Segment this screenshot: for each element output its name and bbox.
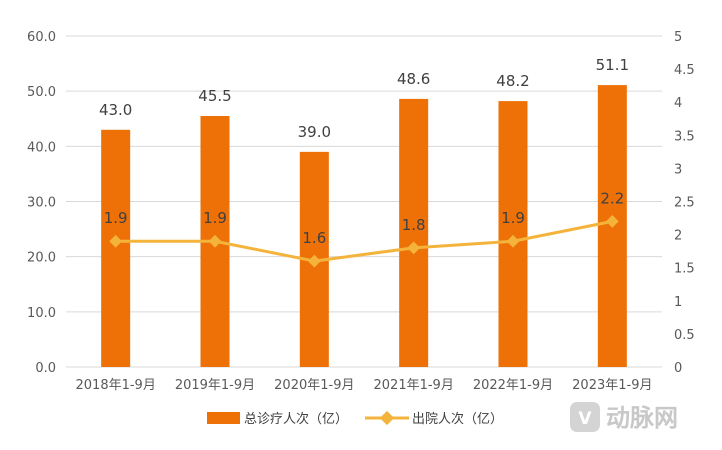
y-left-tick-label: 0.0 bbox=[35, 361, 56, 376]
legend-bar-swatch bbox=[207, 412, 240, 424]
y-right-tick-label: 3 bbox=[674, 162, 682, 177]
x-tick-label: 2023年1-9月 bbox=[572, 378, 652, 393]
line-data-label: 1.6 bbox=[302, 229, 326, 247]
legend-line-label: 出院人次（亿） bbox=[412, 411, 503, 427]
y-right-tick-label: 2 bbox=[674, 229, 682, 244]
line-marker bbox=[407, 241, 421, 255]
x-tick-label: 2022年1-9月 bbox=[473, 378, 553, 393]
x-tick-label: 2018年1-9月 bbox=[76, 378, 156, 393]
y-left-tick-label: 50.0 bbox=[27, 85, 56, 100]
bar-data-label: 45.5 bbox=[198, 87, 231, 105]
y-right-tick-label: 3.5 bbox=[674, 129, 695, 144]
y-left-tick-label: 40.0 bbox=[27, 140, 56, 155]
right-y-axis: 0 0.5 1 1.5 2 2.5 3 3.5 4 4.5 5 bbox=[674, 30, 695, 376]
line-data-label: 2.2 bbox=[600, 189, 624, 207]
line-data-label: 1.9 bbox=[104, 209, 128, 227]
bar-series: 43.0 45.5 39.0 48.6 48.2 51.1 bbox=[99, 56, 629, 368]
legend-line-marker bbox=[379, 410, 395, 426]
line-data-label: 1.8 bbox=[402, 216, 426, 234]
y-right-tick-label: 4.5 bbox=[674, 63, 695, 78]
bar-data-label: 51.1 bbox=[596, 56, 629, 74]
line-marker bbox=[109, 234, 123, 248]
line-data-label: 1.9 bbox=[203, 209, 227, 227]
line-marker bbox=[307, 254, 321, 268]
x-tick-label: 2021年1-9月 bbox=[374, 378, 454, 393]
legend: 总诊疗人次（亿） 出院人次（亿） bbox=[207, 410, 503, 427]
y-left-tick-label: 10.0 bbox=[27, 306, 56, 321]
y-left-tick-label: 30.0 bbox=[27, 196, 56, 211]
y-left-tick-label: 60.0 bbox=[27, 30, 56, 45]
y-right-tick-label: 1 bbox=[674, 295, 682, 310]
y-right-tick-label: 0.5 bbox=[674, 328, 695, 343]
line-data-label: 1.9 bbox=[501, 209, 525, 227]
watermark-logo-icon bbox=[570, 402, 600, 432]
left-y-axis: 0.0 10.0 20.0 30.0 40.0 50.0 60.0 bbox=[27, 30, 56, 376]
bar bbox=[498, 101, 528, 367]
bar-data-label: 43.0 bbox=[99, 101, 132, 119]
y-right-tick-label: 0 bbox=[674, 361, 682, 376]
bar bbox=[101, 129, 131, 367]
series-line bbox=[115, 219, 613, 263]
bar-data-label: 48.6 bbox=[397, 70, 430, 88]
y-right-tick-label: 2.5 bbox=[674, 196, 695, 211]
bar-data-label: 39.0 bbox=[298, 123, 331, 141]
y-left-tick-label: 20.0 bbox=[27, 251, 56, 266]
bar-data-label: 48.2 bbox=[496, 72, 529, 90]
line-marker bbox=[208, 234, 222, 248]
x-tick-label: 2019年1-9月 bbox=[175, 378, 255, 393]
watermark: V 动脉网 bbox=[570, 402, 678, 432]
watermark-logo-glyph: V bbox=[578, 409, 592, 429]
bar bbox=[399, 98, 429, 367]
y-right-tick-label: 5 bbox=[674, 30, 682, 45]
x-tick-label: 2020年1-9月 bbox=[274, 378, 354, 393]
watermark-logo-text: 动脉网 bbox=[606, 404, 678, 432]
legend-bar-label: 总诊疗人次（亿） bbox=[244, 411, 348, 427]
y-right-tick-label: 4 bbox=[674, 96, 682, 111]
gridlines bbox=[66, 35, 662, 368]
x-axis: 2018年1-9月 2019年1-9月 2020年1-9月 2021年1-9月 2022… bbox=[76, 378, 653, 393]
y-right-tick-label: 1.5 bbox=[674, 262, 695, 277]
